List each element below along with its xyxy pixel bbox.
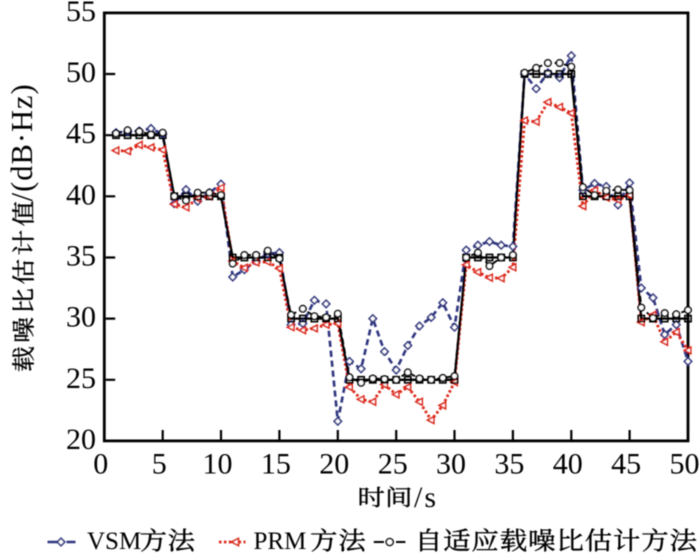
svg-text:5: 5	[152, 448, 167, 481]
svg-text:30: 30	[436, 448, 466, 481]
svg-text:40: 40	[553, 448, 583, 481]
svg-text:VSM: VSM	[87, 528, 141, 555]
svg-text:PRM: PRM	[254, 528, 307, 555]
svg-text:25: 25	[66, 362, 96, 395]
svg-text:45: 45	[611, 448, 641, 481]
svg-text:0: 0	[93, 448, 108, 481]
svg-text:40: 40	[66, 178, 96, 211]
svg-text:/(dB·Hz): /(dB·Hz)	[5, 83, 39, 201]
svg-text:50: 50	[670, 448, 700, 481]
svg-text:35: 35	[66, 240, 96, 273]
svg-text:20: 20	[66, 423, 96, 456]
svg-text:10: 10	[203, 448, 233, 481]
svg-text:15: 15	[261, 448, 291, 481]
svg-text:55: 55	[66, 0, 96, 28]
svg-text:25: 25	[378, 448, 408, 481]
svg-text:45: 45	[66, 117, 96, 150]
svg-text:35: 35	[494, 448, 524, 481]
svg-text:20: 20	[319, 448, 349, 481]
svg-text:/s: /s	[414, 481, 438, 514]
svg-text:30: 30	[66, 301, 96, 334]
svg-text:50: 50	[66, 56, 96, 89]
